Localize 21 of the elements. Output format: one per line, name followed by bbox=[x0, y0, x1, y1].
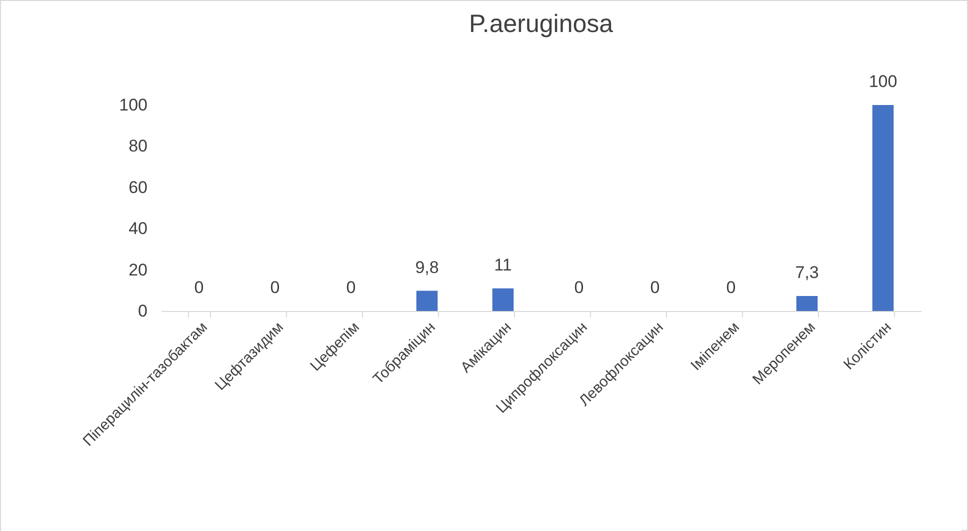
data-label: 0 bbox=[194, 278, 204, 297]
data-label: 7,3 bbox=[795, 262, 819, 282]
data-label: 0 bbox=[650, 278, 660, 297]
data-label: 0 bbox=[726, 278, 736, 297]
bar bbox=[796, 296, 818, 311]
bar bbox=[416, 290, 438, 311]
data-label: 0 bbox=[270, 278, 280, 297]
y-tick-label: 60 bbox=[128, 178, 148, 197]
data-label: 100 bbox=[868, 72, 898, 91]
data-label: 0 bbox=[346, 278, 356, 297]
y-tick-label: 20 bbox=[128, 260, 148, 280]
data-label: 0 bbox=[574, 278, 584, 297]
y-tick-label: 0 bbox=[138, 302, 148, 320]
data-label: 11 bbox=[494, 255, 512, 274]
bar bbox=[872, 105, 894, 311]
y-tick-label: 40 bbox=[128, 219, 148, 238]
y-tick-label: 80 bbox=[128, 136, 148, 156]
chart-title: P.aeruginosa bbox=[468, 10, 614, 38]
data-label: 9,8 bbox=[415, 258, 439, 277]
y-tick-label: 100 bbox=[119, 96, 148, 114]
bar bbox=[492, 288, 514, 311]
